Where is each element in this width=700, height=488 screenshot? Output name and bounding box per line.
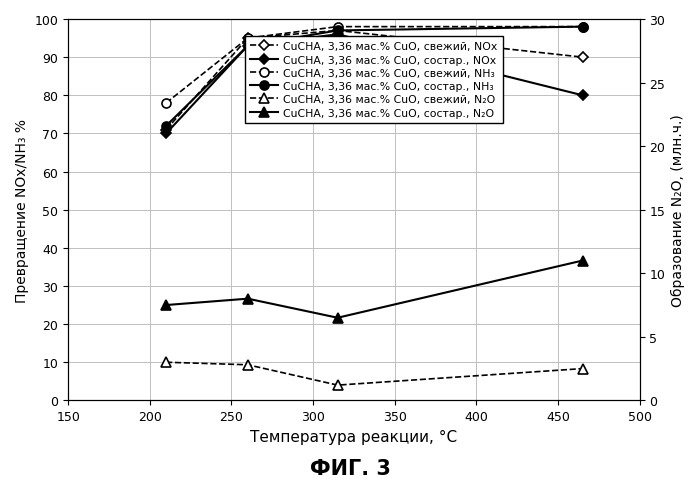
Legend: CuCHA, 3,36 мас.% CuO, свежий, NOx, CuCHA, 3,36 мас.% CuO, состар., NOx, CuCHA, : CuCHA, 3,36 мас.% CuO, свежий, NOx, CuCH… [245,37,503,123]
Text: ФИГ. 3: ФИГ. 3 [309,458,391,478]
Y-axis label: Образование N₂O, (млн.ч.): Образование N₂O, (млн.ч.) [671,114,685,306]
X-axis label: Температура реакции, °C: Температура реакции, °C [251,429,458,444]
Y-axis label: Превращение NOx/NH₃ %: Превращение NOx/NH₃ % [15,119,29,302]
